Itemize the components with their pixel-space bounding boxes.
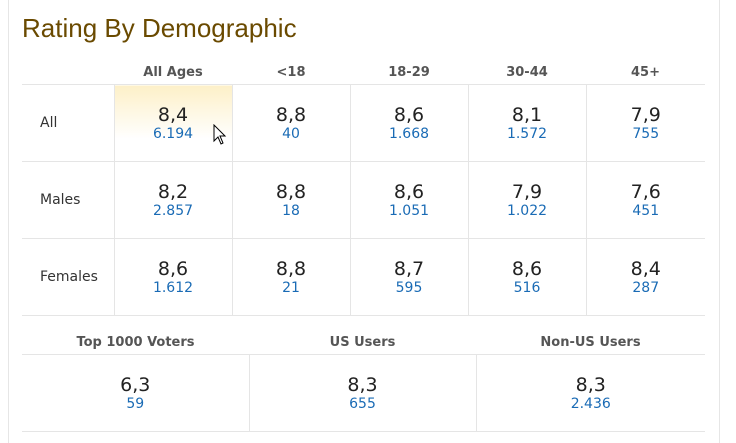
rating-cell[interactable]: 8,4 287 — [585, 238, 705, 316]
vote-count-link[interactable]: 1.022 — [506, 203, 548, 219]
rating-value: 7,9 — [511, 181, 543, 203]
vote-count-link[interactable]: 655 — [349, 396, 376, 412]
rating-cell[interactable]: 8,4 6.194 — [113, 84, 232, 162]
row-label: All — [22, 84, 114, 162]
vote-count-link[interactable]: 1.051 — [388, 203, 430, 219]
rating-value: 8,3 — [347, 374, 378, 396]
vote-count-link[interactable]: 516 — [513, 280, 541, 296]
rating-value: 8,6 — [393, 104, 425, 126]
page-title: Rating By Demographic — [22, 13, 297, 43]
rating-cell[interactable]: 7,9 755 — [585, 84, 705, 162]
rating-cell[interactable]: 7,6 451 — [585, 161, 705, 239]
rating-cell[interactable]: 8,6 1.051 — [349, 161, 468, 239]
vote-count-link[interactable]: 755 — [632, 126, 660, 142]
panel-border — [8, 0, 720, 443]
header-us-users: US Users — [249, 330, 476, 355]
header-non-us-users: Non-US Users — [476, 330, 705, 355]
rating-cell[interactable]: 8,6 1.668 — [349, 84, 468, 162]
rating-cell[interactable]: 8,1 1.572 — [467, 84, 586, 162]
group-rating-cell[interactable]: 8,3 655 — [248, 354, 476, 432]
rating-value: 8,2 — [157, 181, 189, 203]
rating-cell[interactable]: 8,6 516 — [467, 238, 586, 316]
vote-count-link[interactable]: 40 — [282, 126, 300, 142]
rating-value: 8,4 — [157, 104, 189, 126]
vote-count-link[interactable]: 21 — [282, 280, 300, 296]
rating-value: 8,1 — [511, 104, 543, 126]
header-row: All Ages <18 18-29 30-44 45+ — [22, 60, 705, 85]
group-row: 6,3 59 8,3 655 8,3 2.436 — [22, 354, 705, 432]
header-top-1000: Top 1000 Voters — [22, 330, 249, 355]
header-under-18: <18 — [232, 60, 350, 85]
rating-value: 8,8 — [275, 104, 307, 126]
vote-count-link[interactable]: 6.194 — [152, 126, 194, 142]
group-rating-cell[interactable]: 8,3 2.436 — [475, 354, 705, 432]
header-18-29: 18-29 — [350, 60, 468, 85]
rating-value: 8,7 — [393, 258, 425, 280]
vote-count-link[interactable]: 1.668 — [388, 126, 430, 142]
rating-cell[interactable]: 7,9 1.022 — [467, 161, 586, 239]
header-45-plus: 45+ — [586, 60, 705, 85]
vote-count-link[interactable]: 2.857 — [152, 203, 194, 219]
rating-cell[interactable]: 8,7 595 — [349, 238, 468, 316]
rating-value: 6,3 — [120, 374, 151, 396]
rating-value: 8,6 — [157, 258, 189, 280]
mouse-cursor-icon — [213, 124, 227, 145]
demographic-table: All Ages <18 18-29 30-44 45+ All 8,4 6.194… — [22, 60, 705, 316]
corner-header — [22, 60, 114, 85]
vote-count-link[interactable]: 451 — [632, 203, 660, 219]
group-table: Top 1000 Voters US Users Non-US Users 6,… — [22, 330, 705, 432]
rating-cell[interactable]: 8,8 21 — [231, 238, 350, 316]
rating-cell[interactable]: 8,6 1.612 — [113, 238, 232, 316]
header-all-ages: All Ages — [114, 60, 232, 85]
rating-value: 7,9 — [630, 104, 661, 126]
vote-count-link[interactable]: 1.612 — [152, 280, 194, 296]
vote-count-link[interactable]: 1.572 — [506, 126, 548, 142]
table-row: Males 8,2 2.857 8,8 18 8,6 1.051 7,9 1.022 7,6 451 — [22, 161, 705, 239]
vote-count-link[interactable]: 59 — [126, 396, 145, 412]
rating-cell[interactable]: 8,8 18 — [231, 161, 350, 239]
rating-value: 7,6 — [630, 181, 661, 203]
rating-value: 8,6 — [393, 181, 425, 203]
vote-count-link[interactable]: 287 — [632, 280, 660, 296]
header-30-44: 30-44 — [468, 60, 586, 85]
rating-cell[interactable]: 8,8 40 — [231, 84, 350, 162]
rating-value: 8,3 — [575, 374, 606, 396]
vote-count-link[interactable]: 2.436 — [570, 396, 611, 412]
rating-value: 8,8 — [275, 258, 307, 280]
table-row: All 8,4 6.194 8,8 40 8,6 1.668 8,1 1.572 7,9 755 — [22, 84, 705, 162]
table-row: Females 8,6 1.612 8,8 21 8,7 595 8,6 516 8,4 287 — [22, 238, 705, 316]
rating-value: 8,8 — [275, 181, 307, 203]
vote-count-link[interactable]: 18 — [282, 203, 300, 219]
row-label: Females — [22, 238, 114, 316]
row-label: Males — [22, 161, 114, 239]
group-rating-cell[interactable]: 6,3 59 — [22, 354, 249, 432]
rating-cell[interactable]: 8,2 2.857 — [113, 161, 232, 239]
vote-count-link[interactable]: 595 — [395, 280, 423, 296]
rating-value: 8,4 — [630, 258, 661, 280]
rating-value: 8,6 — [511, 258, 543, 280]
group-header-row: Top 1000 Voters US Users Non-US Users — [22, 330, 705, 355]
